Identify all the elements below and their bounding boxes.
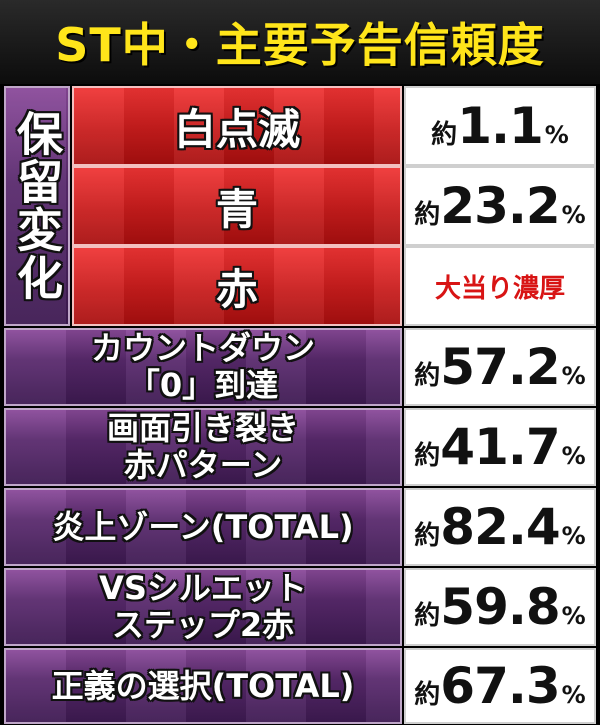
row-label-countdown: カウントダウン 「0」到達: [4, 328, 402, 406]
prefix-approx: 約: [414, 680, 441, 710]
group-label-hold-change: 保留変化: [4, 86, 70, 326]
hold-row-label-blue: 青: [72, 166, 402, 246]
percent-unit: %: [561, 442, 586, 470]
percent-value: 82.4: [440, 498, 560, 556]
hold-row-value-blue: 約 23.2 %: [404, 166, 596, 246]
percent-unit: %: [561, 681, 586, 709]
percent-value: 41.7: [440, 418, 560, 476]
prefix-approx: 約: [414, 441, 441, 471]
jackpot-certain-text: 大当り濃厚: [434, 273, 565, 304]
percent-value: 67.3: [440, 657, 560, 715]
row-label-line2: 赤パターン: [123, 446, 283, 484]
prefix-approx: 約: [414, 200, 441, 230]
prefix-approx: 約: [414, 521, 441, 551]
row-value-vs-silhouette: 約 59.8 %: [404, 568, 596, 646]
percent-unit: %: [544, 121, 569, 149]
hold-row-value-red: 大当り濃厚: [404, 246, 596, 326]
row-label-line1: 正義の選択(TOTAL): [51, 666, 355, 705]
prefix-approx: 約: [431, 120, 458, 150]
row-value-screen-tear: 約 41.7 %: [404, 408, 596, 486]
hold-row-label-red: 赤: [72, 246, 402, 326]
prefix-approx: 約: [414, 601, 441, 631]
percent-unit: %: [561, 201, 586, 229]
percent-value: 59.8: [440, 578, 560, 636]
percent-unit: %: [561, 522, 586, 550]
percent-value: 57.2: [440, 338, 560, 396]
percent-value: 23.2: [440, 177, 560, 235]
row-label-line1: カウントダウン: [90, 329, 315, 368]
percent-unit: %: [561, 362, 586, 390]
row-value-flame-zone: 約 82.4 %: [404, 488, 596, 566]
row-label-line1: 炎上ゾーン(TOTAL): [52, 507, 354, 546]
row-label-screen-tear: 画面引き裂き 赤パターン: [4, 408, 402, 486]
row-label-justice-choice: 正義の選択(TOTAL): [4, 648, 402, 724]
prefix-approx: 約: [414, 361, 441, 391]
percent-unit: %: [561, 602, 586, 630]
page-title: ST中・主要予告信頼度: [0, 0, 600, 84]
row-label-line1: 画面引き裂き: [106, 409, 299, 448]
row-value-justice-choice: 約 67.3 %: [404, 648, 596, 724]
percent-value: 1.1: [457, 97, 544, 155]
row-label-line2: 「0」到達: [127, 366, 279, 404]
row-value-countdown: 約 57.2 %: [404, 328, 596, 406]
row-label-line1: VSシルエット: [99, 569, 307, 608]
row-label-flame-zone: 炎上ゾーン(TOTAL): [4, 488, 402, 566]
row-label-vs-silhouette: VSシルエット ステップ2赤: [4, 568, 402, 646]
row-label-line2: ステップ2赤: [111, 606, 295, 644]
hold-row-value-white-flash: 約 1.1 %: [404, 86, 596, 166]
hold-row-label-white-flash: 白点滅: [72, 86, 402, 166]
